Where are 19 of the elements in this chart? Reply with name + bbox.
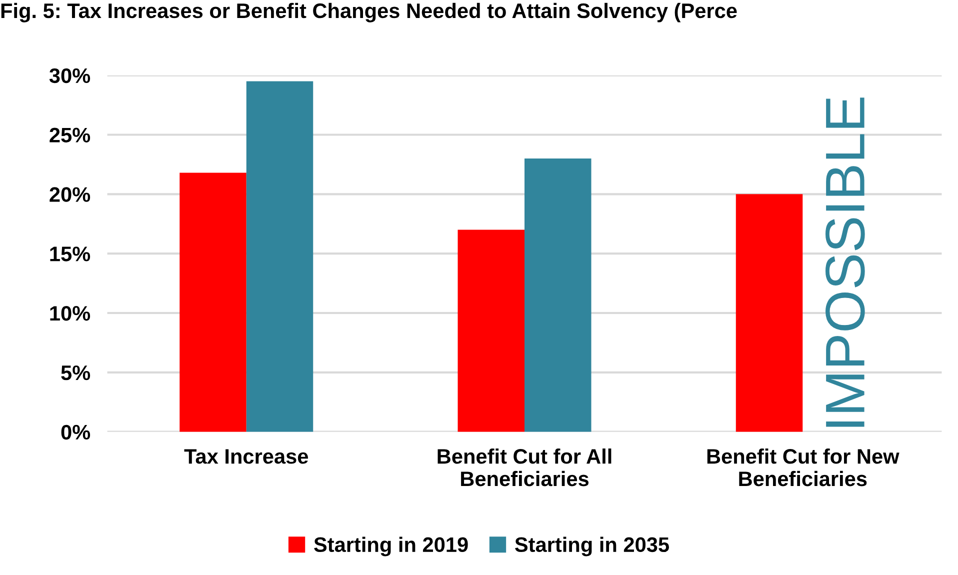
x-tick-label: Tax Increase <box>184 449 308 464</box>
legend-label: Starting in 2019 <box>314 536 468 556</box>
bar <box>180 172 246 432</box>
chart-title: Fig. 5: Tax Increases or Benefit Changes Needed to Attain Solvency (Perce <box>1 2 737 22</box>
y-tick-label: 5% <box>61 365 90 380</box>
x-tick-label: Benefit Cut for All Beneficiaries <box>438 448 612 486</box>
legend-label: Starting in 2035 <box>515 536 669 556</box>
bar <box>736 194 803 432</box>
y-tick-label: 20% <box>50 187 90 202</box>
bar <box>524 158 592 432</box>
annotation: IMPOSSIBLE <box>826 98 865 427</box>
y-tick-label: 30% <box>49 68 90 84</box>
y-tick-label: 0% <box>61 424 90 440</box>
x-tick-label: Benefit Cut for New Beneficiaries <box>707 448 900 486</box>
y-tick-label: 15% <box>50 246 90 262</box>
bar <box>246 81 314 432</box>
y-tick-label: 10% <box>50 306 90 321</box>
bar <box>458 230 525 432</box>
y-tick-label: 25% <box>50 128 90 142</box>
